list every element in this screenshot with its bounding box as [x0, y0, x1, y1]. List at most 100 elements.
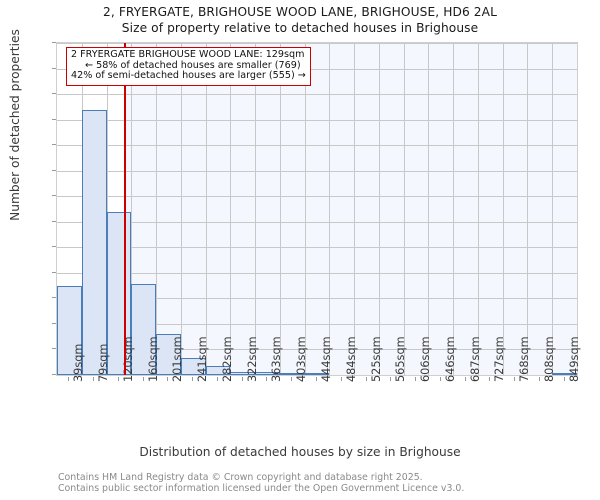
x-axis-tick-mark: [415, 377, 417, 381]
gridline-horizontal: [57, 349, 577, 351]
x-axis-tick-mark: [93, 377, 95, 381]
x-axis-tick-mark: [464, 377, 466, 381]
x-axis-tick-mark: [365, 377, 367, 381]
gridline-horizontal: [57, 43, 577, 44]
x-axis-tick-mark: [241, 377, 243, 381]
gridline-vertical: [428, 43, 430, 375]
x-axis-tick-mark: [489, 377, 491, 381]
x-axis-tick-label: 525sqm: [369, 336, 383, 382]
chart-title-block: 2, FRYERGATE, BRIGHOUSE WOOD LANE, BRIGH…: [0, 0, 600, 36]
gridline-vertical: [354, 43, 356, 375]
gridline-vertical: [279, 43, 281, 375]
x-axis-tick-mark: [291, 377, 293, 381]
x-axis-tick-label: 39sqm: [72, 343, 86, 382]
gridline-horizontal: [57, 43, 125, 44]
plot-area: [56, 42, 578, 376]
x-axis-tick-label: 160sqm: [146, 336, 160, 382]
gridline-vertical: [304, 43, 306, 375]
x-axis-tick-mark: [514, 377, 516, 381]
x-axis-tick-mark: [439, 377, 441, 381]
x-axis-tick-label: 363sqm: [270, 336, 284, 382]
gridline-horizontal: [57, 221, 577, 223]
x-axis-tick-label: 484sqm: [344, 336, 358, 382]
x-axis-tick-mark: [340, 377, 342, 381]
gridline-vertical: [477, 43, 479, 375]
bar: [180, 357, 206, 375]
x-axis-tick-label: 565sqm: [394, 336, 408, 382]
bar: [81, 109, 107, 375]
x-axis-tick-label: 444sqm: [320, 336, 333, 382]
bar: [131, 284, 157, 375]
gridline-horizontal: [57, 247, 577, 249]
y-axis-tick-mark: [52, 195, 56, 197]
y-axis-tick-mark: [52, 93, 56, 95]
bar: [552, 373, 577, 375]
gridline-vertical: [453, 43, 455, 375]
gridline-vertical: [502, 43, 504, 375]
page-subtitle: Size of property relative to detached ho…: [121, 21, 479, 35]
x-axis-tick-label: 646sqm: [443, 336, 457, 382]
gridline-vertical: [205, 43, 207, 375]
bar: [106, 211, 132, 375]
x-axis-tick-mark: [68, 377, 70, 381]
gridline-vertical: [403, 43, 405, 375]
gridline-horizontal: [57, 298, 577, 300]
y-axis-tick-mark: [52, 67, 56, 69]
x-axis-tick-label: 241sqm: [196, 336, 210, 382]
y-axis-tick-mark: [52, 144, 56, 146]
x-axis-tick-label: 322sqm: [245, 336, 259, 382]
y-axis-label: Number of detached properties: [8, 29, 22, 221]
y-axis-tick-mark: [52, 220, 56, 222]
gridline-horizontal: [57, 196, 577, 198]
x-axis-tick-label: 403sqm: [295, 336, 309, 382]
property-marker-line: [124, 43, 127, 375]
x-axis-tick-mark: [192, 377, 194, 381]
gridline-horizontal: [57, 94, 125, 96]
gridline-horizontal: [57, 68, 577, 70]
y-axis-tick-mark: [52, 42, 56, 43]
y-axis-tick-mark: [52, 297, 56, 299]
gridline-vertical: [329, 43, 331, 375]
x-axis-tick-label: 201sqm: [171, 336, 185, 382]
x-axis-tick-mark: [117, 377, 119, 381]
bar: [255, 372, 280, 375]
y-axis-tick-mark: [52, 246, 56, 248]
annotation-line-3: 42% of semi-detached houses are larger (…: [71, 70, 306, 82]
gridline-horizontal: [57, 94, 577, 96]
x-axis-tick-mark: [563, 377, 565, 381]
gridline-vertical: [180, 43, 182, 375]
x-axis-tick-label: 687sqm: [468, 336, 482, 382]
x-axis-tick-mark: [266, 377, 268, 381]
x-axis-tick-mark: [538, 377, 540, 381]
y-axis-tick-mark: [52, 271, 56, 273]
x-axis-tick-mark: [390, 377, 392, 381]
bar: [304, 373, 330, 375]
x-axis-label: Distribution of detached houses by size …: [139, 445, 461, 459]
page-title: 2, FRYERGATE, BRIGHOUSE WOOD LANE, BRIGH…: [103, 5, 497, 19]
gridline-horizontal: [57, 145, 577, 147]
bar: [205, 365, 231, 375]
gridline-vertical: [378, 43, 380, 375]
bar: [230, 371, 256, 375]
x-axis-tick-label: 79sqm: [97, 343, 111, 382]
x-axis-tick-label: 606sqm: [419, 336, 433, 382]
annotation-line-2: ← 58% of detached houses are smaller (76…: [85, 59, 301, 71]
footer-line-1: Contains HM Land Registry data © Crown c…: [58, 472, 423, 483]
x-axis-tick-label: 282sqm: [220, 336, 234, 382]
x-axis-tick-label: 768sqm: [518, 336, 532, 382]
gridline-vertical: [527, 43, 529, 375]
x-axis-tick-mark: [167, 377, 169, 381]
bar: [57, 285, 82, 375]
gridline-horizontal: [57, 119, 577, 121]
y-axis-tick-mark: [52, 118, 56, 120]
x-axis-tick-mark: [142, 377, 144, 381]
y-axis-tick-mark: [52, 374, 56, 375]
x-axis-tick-label: 727sqm: [493, 336, 507, 382]
y-axis-tick-mark: [52, 322, 56, 324]
gridline-horizontal: [57, 323, 577, 325]
bar: [279, 373, 305, 375]
y-axis-tick-mark: [52, 348, 56, 350]
x-axis-tick-mark: [216, 377, 218, 381]
gridline-vertical: [255, 43, 257, 375]
